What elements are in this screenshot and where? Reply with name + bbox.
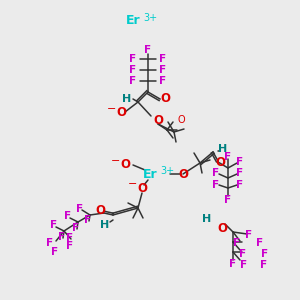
- Text: O: O: [178, 167, 188, 181]
- Text: F: F: [212, 168, 220, 178]
- Text: F: F: [236, 168, 244, 178]
- Text: Er: Er: [126, 14, 140, 28]
- Text: F: F: [159, 76, 167, 86]
- Text: F: F: [58, 232, 66, 242]
- Text: H: H: [202, 214, 211, 224]
- Text: O: O: [215, 155, 225, 169]
- Text: F: F: [256, 238, 264, 248]
- Text: F: F: [129, 76, 137, 86]
- Text: O: O: [116, 106, 126, 119]
- Text: F: F: [129, 54, 137, 64]
- Text: F: F: [224, 152, 232, 162]
- Text: O: O: [95, 203, 105, 217]
- Text: F: F: [236, 157, 244, 167]
- Text: O: O: [120, 158, 130, 172]
- Text: F: F: [46, 238, 54, 248]
- Text: F: F: [66, 233, 74, 243]
- Text: F: F: [159, 54, 167, 64]
- Text: F: F: [84, 215, 92, 225]
- Text: O: O: [160, 92, 170, 106]
- Text: F: F: [76, 204, 84, 214]
- Text: F: F: [159, 65, 167, 75]
- Text: H: H: [122, 94, 132, 104]
- Text: F: F: [144, 45, 152, 55]
- Text: F: F: [245, 230, 253, 240]
- Text: F: F: [261, 249, 268, 259]
- Text: F: F: [224, 195, 232, 205]
- Text: O: O: [153, 113, 163, 127]
- Text: F: F: [64, 211, 72, 221]
- Text: F: F: [129, 65, 137, 75]
- Text: H: H: [218, 144, 228, 154]
- Text: 3+: 3+: [143, 13, 157, 23]
- Text: F: F: [230, 259, 237, 269]
- Text: F: F: [72, 223, 80, 233]
- Text: O: O: [177, 115, 185, 125]
- Text: 3+: 3+: [160, 166, 174, 176]
- Text: −: −: [107, 104, 117, 114]
- Text: F: F: [236, 180, 244, 190]
- Text: −: −: [128, 179, 138, 189]
- Text: F: F: [66, 241, 74, 251]
- Text: F: F: [260, 260, 268, 270]
- Text: F: F: [50, 220, 58, 230]
- Text: Er: Er: [143, 167, 157, 181]
- Text: F: F: [212, 180, 220, 190]
- Text: O: O: [217, 221, 227, 235]
- Text: F: F: [240, 260, 247, 270]
- Text: F: F: [233, 238, 241, 248]
- Text: H: H: [100, 220, 109, 230]
- Text: F: F: [239, 249, 247, 259]
- Text: O: O: [137, 182, 147, 194]
- Text: F: F: [51, 247, 58, 257]
- Text: −: −: [111, 156, 121, 166]
